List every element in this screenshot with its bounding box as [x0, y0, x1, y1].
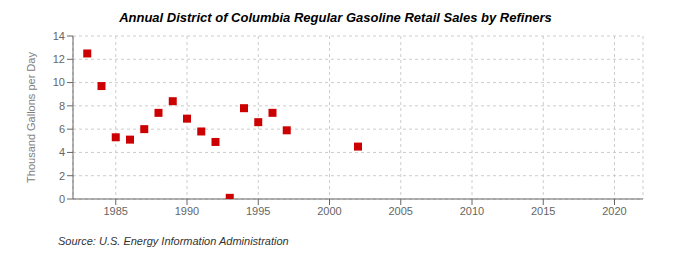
svg-text:0: 0 [59, 193, 65, 205]
svg-text:8: 8 [59, 100, 65, 112]
svg-text:Thousand Gallons per Day: Thousand Gallons per Day [25, 52, 37, 183]
svg-text:2020: 2020 [602, 205, 626, 217]
svg-text:12: 12 [53, 53, 65, 65]
svg-text:2015: 2015 [531, 205, 555, 217]
svg-text:4: 4 [59, 146, 65, 158]
svg-text:2010: 2010 [460, 205, 484, 217]
html-text:Annual District of Columbia Re: Annual District of Columbia Regular Gaso… [119, 10, 552, 25]
svg-text:1990: 1990 [175, 205, 199, 217]
html-text:Source: U.S. Energy Informatio: Source: U.S. Energy Information Administ… [58, 235, 289, 247]
svg-text:2: 2 [59, 170, 65, 182]
svg-text:1995: 1995 [246, 205, 270, 217]
svg-text:2005: 2005 [389, 205, 413, 217]
svg-text:10: 10 [53, 76, 65, 88]
svg-text:2000: 2000 [317, 205, 341, 217]
svg-text:14: 14 [53, 30, 65, 42]
svg-text:1985: 1985 [104, 205, 128, 217]
svg-text:6: 6 [59, 123, 65, 135]
